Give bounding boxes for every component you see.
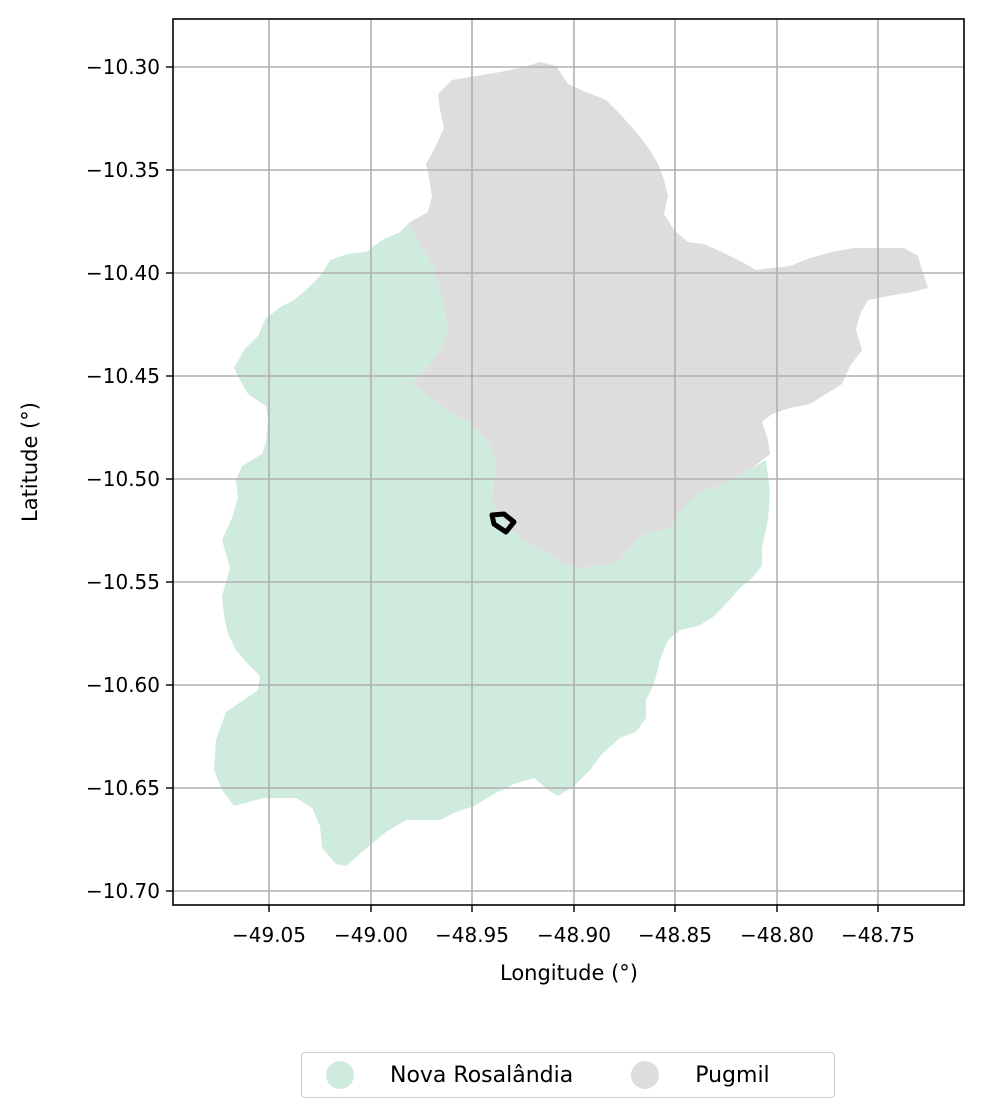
x-tick-label: −49.05 bbox=[232, 923, 306, 947]
x-axis-label: Longitude (°) bbox=[500, 961, 638, 985]
x-tick-marks bbox=[268, 905, 879, 912]
map-figure: −49.05 −49.00 −48.95 −48.90 −48.85 −48.8… bbox=[18, 18, 965, 985]
plot-frame bbox=[172, 18, 965, 906]
y-tick-label: −10.70 bbox=[86, 879, 160, 903]
legend-marker-circle bbox=[631, 1061, 660, 1089]
region-pugmil bbox=[408, 62, 928, 568]
x-tick-label: −49.00 bbox=[334, 923, 408, 947]
legend: Nova Rosalândia Pugmil bbox=[301, 1052, 835, 1098]
y-tick-label: −10.45 bbox=[86, 364, 160, 388]
y-tick-label: −10.65 bbox=[86, 776, 160, 800]
legend-marker-circle bbox=[326, 1061, 354, 1089]
y-tick-label: −10.30 bbox=[86, 55, 160, 79]
y-tick-label: −10.35 bbox=[86, 158, 160, 182]
legend-label: Nova Rosalândia bbox=[390, 1062, 574, 1088]
region-nova-rosalandia bbox=[214, 196, 770, 866]
x-tick-label: −48.80 bbox=[740, 923, 814, 947]
y-tick-marks bbox=[166, 66, 173, 892]
y-axis-label: Latitude (°) bbox=[18, 402, 42, 522]
y-tick-label: −10.40 bbox=[86, 261, 160, 285]
y-tick-label: −10.60 bbox=[86, 673, 160, 697]
legend-label: Pugmil bbox=[695, 1062, 770, 1088]
legend-item-pugmil: Pugmil bbox=[631, 1061, 770, 1089]
y-tick-label: −10.50 bbox=[86, 467, 160, 491]
x-tick-label: −48.90 bbox=[537, 923, 611, 947]
gridlines bbox=[173, 19, 964, 905]
legend-item-nova-rosalandia: Nova Rosalândia bbox=[326, 1061, 573, 1089]
x-tick-label: −48.75 bbox=[841, 923, 915, 947]
highlighted-area-outline bbox=[489, 511, 517, 535]
y-tick-label: −10.55 bbox=[86, 570, 160, 594]
x-tick-label: −48.85 bbox=[638, 923, 712, 947]
x-tick-label: −48.95 bbox=[435, 923, 509, 947]
